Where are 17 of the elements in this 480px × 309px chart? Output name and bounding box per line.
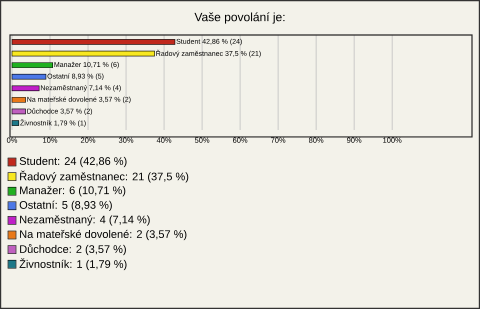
bar (12, 50, 155, 56)
text: Student: 24 (42,86 %) (20, 156, 127, 168)
text: Nezaměstnaný: 4 (7,14 %) (20, 215, 150, 226)
text: Manažer: 6 (10,71 %) (20, 186, 126, 196)
text: Ostatní: 5 (8,93 %) (20, 200, 112, 211)
bar (12, 85, 40, 92)
bar (12, 97, 26, 103)
bar (12, 108, 26, 114)
text: Řadový zaměstnanec: 21 (37,5 %) (20, 170, 188, 183)
bar (12, 74, 46, 80)
text: Důchodce: 2 (3,57 %) (20, 244, 126, 256)
text: Na mateřské dovolené: 2 (3,57 %) (20, 230, 186, 240)
bar (12, 62, 54, 68)
chart-title: Vaše povolání je: (194, 12, 284, 24)
text: Živnostník: 1 (1,79 %) (20, 258, 127, 270)
bar (12, 120, 20, 126)
bar (12, 39, 176, 45)
